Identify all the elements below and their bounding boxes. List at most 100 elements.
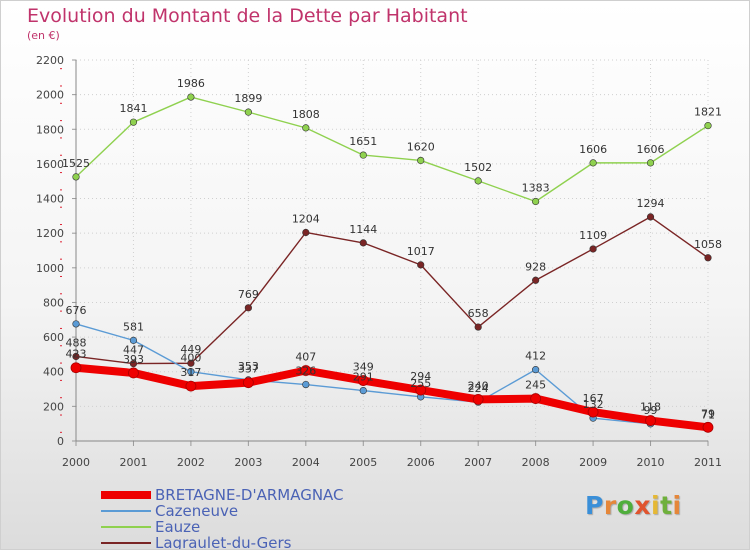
data-label: 1899 (234, 92, 262, 105)
y-tick-label: 400 (43, 366, 64, 379)
data-label: 349 (353, 361, 374, 374)
data-label: 353 (238, 360, 259, 373)
data-label: 1017 (407, 245, 435, 258)
data-label: 400 (180, 352, 201, 365)
data-point (417, 261, 425, 269)
data-label: 1821 (694, 106, 722, 119)
data-label: 1204 (292, 212, 320, 225)
data-point (72, 173, 80, 181)
data-point (129, 336, 138, 344)
series-line (75, 96, 709, 203)
logo-letter: o (616, 491, 635, 520)
data-point (532, 197, 540, 206)
data-label: 326 (295, 365, 316, 378)
series-line (75, 323, 709, 430)
x-tick-label: 2010 (637, 456, 665, 469)
legend-label: Lagraulet-du-Gers (155, 534, 292, 550)
data-label: 294 (410, 370, 431, 383)
data-label: 1525 (62, 157, 90, 170)
data-label: 407 (295, 351, 316, 364)
data-point (302, 380, 310, 389)
logo-letter: t (660, 491, 673, 520)
legend-label: Cazeneuve (155, 502, 239, 520)
data-point (532, 366, 540, 374)
data-point (187, 368, 195, 376)
data-point (474, 177, 482, 185)
logo-letter: P (585, 491, 604, 520)
data-label: 1808 (292, 108, 320, 121)
data-label: 118 (640, 401, 661, 414)
data-label: 447 (123, 344, 144, 357)
data-point (472, 394, 484, 405)
logo-letter: i (672, 491, 682, 520)
data-label: 167 (583, 392, 604, 405)
data-point (415, 384, 427, 396)
data-label: 79 (701, 407, 715, 420)
data-point (704, 254, 712, 262)
data-point (185, 380, 197, 392)
data-label: 676 (66, 304, 87, 317)
data-label: 1058 (694, 238, 722, 251)
data-point (359, 387, 367, 395)
data-label: 1606 (637, 143, 665, 156)
x-tick-label: 2001 (119, 456, 147, 469)
data-label: 449 (180, 343, 201, 356)
y-tick-label: 2000 (36, 89, 64, 102)
data-label: 1841 (119, 102, 147, 115)
data-point (474, 323, 482, 331)
data-label: 99 (644, 404, 658, 417)
data-point (645, 415, 656, 426)
logo-letter: i (651, 491, 661, 520)
data-label: 291 (353, 371, 374, 384)
data-label: 1144 (349, 223, 377, 236)
data-label: 1620 (407, 140, 435, 153)
data-label: 71 (701, 409, 715, 422)
legend-label: BRETAGNE-D'ARMAGNAC (155, 486, 344, 504)
data-label: 393 (123, 353, 144, 366)
data-label: 769 (238, 288, 259, 301)
data-point (244, 304, 252, 312)
x-tick-label: 2007 (464, 456, 492, 469)
data-label: 1986 (177, 77, 205, 90)
data-point (589, 159, 597, 167)
data-point (357, 375, 369, 386)
y-tick-label: 1200 (36, 227, 64, 240)
data-point (702, 421, 714, 433)
data-label: 317 (180, 366, 201, 379)
data-point (532, 276, 540, 284)
data-point (128, 367, 139, 379)
y-tick-label: 200 (43, 400, 64, 413)
data-point (646, 213, 655, 221)
data-point (646, 159, 655, 167)
data-label: 928 (525, 260, 546, 273)
data-point (244, 108, 252, 116)
x-tick-label: 2004 (292, 456, 320, 469)
x-tick-label: 2009 (579, 456, 607, 469)
x-tick-label: 2006 (407, 456, 435, 469)
data-point (359, 151, 367, 159)
data-point (129, 359, 138, 368)
data-point (587, 406, 599, 418)
data-point (129, 118, 138, 126)
x-tick-label: 2011 (694, 456, 722, 469)
data-label: 1606 (579, 143, 607, 156)
data-point (302, 124, 310, 132)
legend-swatch (101, 510, 151, 512)
data-label: 488 (66, 336, 87, 349)
x-tick-label: 2008 (522, 456, 550, 469)
data-label: 1294 (637, 197, 665, 210)
legend-swatch (101, 491, 151, 499)
data-label: 132 (583, 398, 604, 411)
legend-label: Eauze (155, 518, 201, 536)
data-point (530, 393, 542, 404)
series-line (72, 363, 712, 432)
data-label: 240 (468, 379, 489, 392)
data-point (589, 245, 597, 253)
legend-swatch (101, 526, 151, 528)
data-point (704, 122, 712, 130)
y-tick-label: 1400 (36, 193, 64, 206)
y-tick-label: 1600 (36, 158, 64, 171)
data-point (187, 93, 195, 101)
chart-title: Evolution du Montant de la Dette par Hab… (27, 5, 468, 27)
